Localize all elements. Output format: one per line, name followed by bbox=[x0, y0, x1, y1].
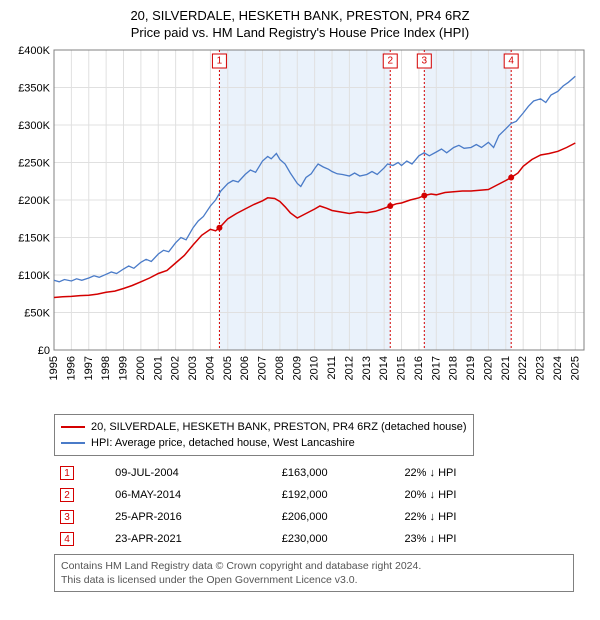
event-marker-cell: 2 bbox=[54, 484, 109, 506]
y-tick-label: £150K bbox=[18, 233, 50, 245]
event-marker-cell: 4 bbox=[54, 528, 109, 550]
x-tick-label: 2015 bbox=[396, 356, 408, 380]
table-row: 3 25-APR-2016£206,00022% ↓ HPI bbox=[54, 506, 534, 528]
x-tick-label: 2002 bbox=[170, 356, 182, 380]
x-tick-label: 2001 bbox=[152, 356, 164, 380]
y-tick-label: £350K bbox=[18, 83, 50, 95]
event-diff: 22% ↓ HPI bbox=[398, 506, 534, 528]
y-tick-label: £250K bbox=[18, 158, 50, 170]
sale-dot bbox=[508, 175, 514, 181]
x-tick-label: 2010 bbox=[309, 356, 321, 380]
x-tick-label: 2011 bbox=[326, 356, 338, 380]
x-tick-label: 2025 bbox=[569, 356, 581, 380]
y-tick-label: £200K bbox=[18, 195, 50, 207]
x-tick-label: 2009 bbox=[291, 356, 303, 380]
y-tick-label: £400K bbox=[18, 46, 50, 57]
x-tick-label: 1995 bbox=[48, 356, 60, 380]
x-tick-label: 2004 bbox=[204, 356, 216, 380]
y-tick-label: £300K bbox=[18, 120, 50, 132]
y-tick-label: £100K bbox=[18, 270, 50, 282]
x-tick-label: 2023 bbox=[535, 356, 547, 380]
event-diff: 23% ↓ HPI bbox=[398, 528, 534, 550]
x-tick-label: 2012 bbox=[343, 356, 355, 380]
event-diff: 22% ↓ HPI bbox=[398, 462, 534, 484]
x-tick-label: 2000 bbox=[135, 356, 147, 380]
x-tick-label: 1997 bbox=[83, 356, 95, 380]
x-tick-label: 2017 bbox=[430, 356, 442, 380]
event-marker-label: 2 bbox=[387, 56, 393, 67]
y-tick-label: £50K bbox=[24, 308, 50, 320]
x-tick-label: 1999 bbox=[118, 356, 130, 380]
x-tick-label: 1998 bbox=[100, 356, 112, 380]
event-marker-icon: 2 bbox=[60, 488, 74, 502]
event-date: 23-APR-2021 bbox=[109, 528, 276, 550]
x-tick-label: 2022 bbox=[517, 356, 529, 380]
x-tick-label: 2024 bbox=[552, 356, 564, 380]
legend-swatch bbox=[61, 442, 85, 444]
footer-attribution: Contains HM Land Registry data © Crown c… bbox=[54, 554, 574, 592]
y-tick-label: £0 bbox=[38, 345, 50, 357]
event-marker-cell: 3 bbox=[54, 506, 109, 528]
x-tick-label: 2006 bbox=[239, 356, 251, 380]
legend-swatch bbox=[61, 426, 85, 428]
footer-line2: This data is licensed under the Open Gov… bbox=[61, 573, 567, 587]
event-diff: 20% ↓ HPI bbox=[398, 484, 534, 506]
event-marker-icon: 1 bbox=[60, 466, 74, 480]
table-row: 2 06-MAY-2014£192,00020% ↓ HPI bbox=[54, 484, 534, 506]
event-price: £192,000 bbox=[276, 484, 399, 506]
event-date: 09-JUL-2004 bbox=[109, 462, 276, 484]
chart-area: £0 £50K £100K £150K £200K £250K £300K £350K £400… bbox=[10, 46, 590, 406]
table-row: 1 09-JUL-2004£163,00022% ↓ HPI bbox=[54, 462, 534, 484]
event-price: £230,000 bbox=[276, 528, 399, 550]
x-tick-label: 2019 bbox=[465, 356, 477, 380]
sale-dot bbox=[421, 193, 427, 199]
x-tick-label: 2014 bbox=[378, 356, 390, 380]
event-marker-label: 4 bbox=[508, 56, 514, 67]
legend: 20, SILVERDALE, HESKETH BANK, PRESTON, P… bbox=[54, 414, 474, 456]
event-marker-icon: 3 bbox=[60, 510, 74, 524]
event-date: 06-MAY-2014 bbox=[109, 484, 276, 506]
table-row: 4 23-APR-2021£230,00023% ↓ HPI bbox=[54, 528, 534, 550]
sale-dot bbox=[387, 203, 393, 209]
chart-title-line2: Price paid vs. HM Land Registry's House … bbox=[10, 25, 590, 40]
event-price: £206,000 bbox=[276, 506, 399, 528]
legend-item: HPI: Average price, detached house, West… bbox=[61, 435, 467, 451]
event-marker-label: 3 bbox=[422, 56, 428, 67]
event-marker-label: 1 bbox=[217, 56, 223, 67]
x-tick-label: 2020 bbox=[482, 356, 494, 380]
x-tick-label: 1996 bbox=[65, 356, 77, 380]
legend-label: HPI: Average price, detached house, West… bbox=[91, 435, 355, 451]
x-tick-label: 2013 bbox=[361, 356, 373, 380]
x-tick-label: 2018 bbox=[448, 356, 460, 380]
sale-dot bbox=[216, 225, 222, 231]
x-tick-label: 2016 bbox=[413, 356, 425, 380]
legend-label: 20, SILVERDALE, HESKETH BANK, PRESTON, P… bbox=[91, 419, 467, 435]
x-tick-label: 2008 bbox=[274, 356, 286, 380]
chart-title-line1: 20, SILVERDALE, HESKETH BANK, PRESTON, P… bbox=[10, 8, 590, 23]
event-date: 25-APR-2016 bbox=[109, 506, 276, 528]
events-table: 109-JUL-2004£163,00022% ↓ HPI206-MAY-201… bbox=[54, 462, 534, 550]
event-marker-cell: 1 bbox=[54, 462, 109, 484]
event-marker-icon: 4 bbox=[60, 532, 74, 546]
footer-line1: Contains HM Land Registry data © Crown c… bbox=[61, 559, 567, 573]
x-tick-label: 2021 bbox=[500, 356, 512, 380]
x-tick-label: 2007 bbox=[257, 356, 269, 380]
x-tick-label: 2005 bbox=[222, 356, 234, 380]
legend-item: 20, SILVERDALE, HESKETH BANK, PRESTON, P… bbox=[61, 419, 467, 435]
x-tick-label: 2003 bbox=[187, 356, 199, 380]
event-price: £163,000 bbox=[276, 462, 399, 484]
